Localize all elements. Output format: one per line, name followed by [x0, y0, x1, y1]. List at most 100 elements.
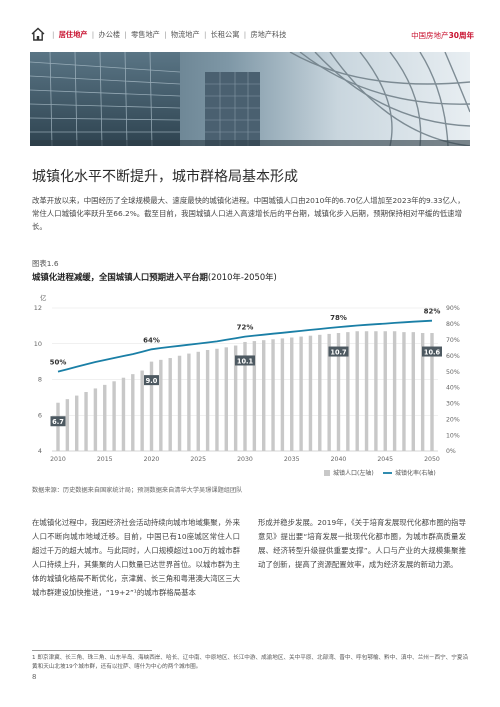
population-bar: [149, 361, 154, 451]
nav-separator: |: [164, 30, 167, 39]
right-tick-label: 90%: [446, 305, 460, 312]
population-bar: [290, 337, 294, 451]
bar-value-label-box: [422, 346, 442, 357]
figure-source: 数据来源：历史数据来自国家统计局；预测数据来自清华大学吴璟课题组团队: [32, 487, 243, 494]
page-number: 8: [32, 673, 37, 681]
population-bar: [177, 355, 182, 451]
population-bar: [168, 358, 172, 451]
footnote: 1 即京津冀、长三角、珠三角、山东半岛、海峡西岸、哈长、辽中南、中原地区、长江中…: [32, 655, 469, 670]
nav-item-residential[interactable]: 居住地产: [58, 30, 88, 39]
right-tick-label: 60%: [446, 353, 460, 360]
bar-value-label: 9.0: [146, 377, 158, 385]
nav-item-proptech[interactable]: 房地产科技: [250, 30, 287, 39]
population-bar: [140, 370, 144, 451]
brand-label: 中国房地产30周年: [411, 30, 474, 41]
figure-number: 图表1.6: [32, 259, 59, 268]
population-bar: [65, 399, 70, 451]
figure-title-range: (2010年-2050年): [207, 272, 277, 282]
rate-value-label: 64%: [143, 336, 160, 344]
x-tick-label: 2030: [237, 456, 253, 463]
population-bar: [346, 332, 350, 451]
x-tick-label: 2050: [424, 456, 440, 463]
population-bar: [327, 333, 331, 451]
right-tick-label: 50%: [446, 369, 460, 376]
population-bar: [112, 381, 116, 451]
population-bar: [299, 336, 303, 451]
population-bar: [196, 351, 200, 451]
page-header: | 居住地产 | 办公楼 | 零售地产 | 物流地产 | 长租公寓 | 房地产科…: [0, 0, 500, 52]
population-bar: [252, 341, 257, 451]
population-bar: [56, 402, 60, 451]
legend-swatch-bar: [324, 470, 330, 476]
figure-title-main: 城镇化进程减缓，全国城镇人口预期进入平台期: [32, 272, 208, 282]
bar-value-label-box: [235, 355, 255, 366]
population-bar: [205, 350, 210, 451]
footnote-divider: [32, 650, 152, 651]
left-axis-unit: 亿: [40, 293, 47, 302]
population-bar: [84, 392, 88, 451]
bar-value-label-box: [328, 346, 349, 357]
nav-item-logistics[interactable]: 物流地产: [170, 30, 200, 39]
nav-item-retail[interactable]: 零售地产: [131, 30, 160, 39]
left-tick-label: 6: [38, 411, 42, 419]
bar-value-label: 10.1: [237, 357, 254, 365]
bar-value-label: 6.7: [52, 418, 64, 426]
population-bar: [392, 331, 397, 451]
right-tick-label: 40%: [446, 385, 460, 392]
hero-photo: [30, 52, 470, 146]
x-tick-label: 2045: [377, 456, 393, 463]
population-bar: [262, 340, 266, 451]
population-bar: [364, 331, 369, 451]
left-tick-label: 10: [34, 340, 42, 348]
brand-accent: 30周年: [448, 31, 474, 40]
population-bar: [430, 333, 434, 451]
population-bar: [75, 395, 79, 451]
population-bar: [374, 331, 378, 451]
population-bar: [224, 347, 228, 451]
x-tick-label: 2015: [97, 456, 113, 463]
figure-title: 城镇化进程减缓，全国城镇人口预期进入平台期(2010年-2050年): [32, 271, 277, 283]
home-icon[interactable]: [30, 26, 46, 42]
nav-item-rental-apartment[interactable]: 长租公寓: [210, 30, 240, 39]
rate-value-label: 82%: [424, 308, 441, 316]
population-bar: [131, 374, 135, 451]
intro-paragraph: 改革开放以来，中国经历了全球规模最大、速度最快的城镇化进程。中国城镇人口由201…: [32, 196, 465, 231]
bar-value-label: 10.6: [424, 349, 441, 357]
x-tick-label: 2035: [284, 456, 300, 463]
hero-illustration: [30, 52, 470, 146]
nav-item-office[interactable]: 办公楼: [98, 30, 121, 39]
x-tick-label: 2010: [50, 456, 66, 463]
body-text-left: 在城镇化过程中，我国经济社会活动持续向城市地域集聚，外来人口不断向城市地域迁移。…: [32, 518, 240, 597]
population-bar: [93, 388, 98, 451]
nav-separator: |: [91, 30, 95, 39]
left-tick-label: 4: [38, 447, 42, 455]
left-tick-label: 8: [38, 376, 42, 384]
rate-value-label: 78%: [330, 314, 347, 322]
category-nav: | 居住地产 | 办公楼 | 零售地产 | 物流地产 | 长租公寓 | 房地产科…: [50, 30, 286, 40]
nav-separator: |: [124, 30, 127, 39]
right-tick-label: 20%: [446, 416, 460, 423]
population-bar: [420, 333, 425, 451]
population-bar: [121, 377, 126, 451]
bar-value-label-box: [50, 416, 66, 427]
rate-value-label: 50%: [50, 359, 67, 367]
right-tick-label: 70%: [446, 337, 460, 344]
population-bar: [215, 348, 219, 451]
body-text-right: 形成并稳步发展。2019年，《关于培育发展现代化都市圈的指导意见》提出要“培育发…: [258, 518, 466, 569]
population-bar: [355, 331, 359, 451]
right-tick-label: 80%: [446, 321, 460, 328]
population-bar: [233, 345, 238, 451]
left-tick-label: 12: [34, 304, 42, 312]
urbanization-rate-line: [57, 319, 433, 373]
population-bar: [187, 353, 191, 451]
brand-prefix: 中国房地产: [411, 31, 449, 40]
x-tick-label: 2025: [190, 456, 206, 463]
population-bar: [318, 334, 322, 451]
population-bar: [159, 359, 163, 451]
population-bar: [103, 384, 107, 451]
population-bar: [280, 338, 285, 451]
x-tick-label: 2040: [331, 456, 347, 463]
population-bar: [308, 335, 313, 451]
rate-value-label: 72%: [237, 324, 254, 332]
nav-separator: |: [243, 30, 247, 39]
